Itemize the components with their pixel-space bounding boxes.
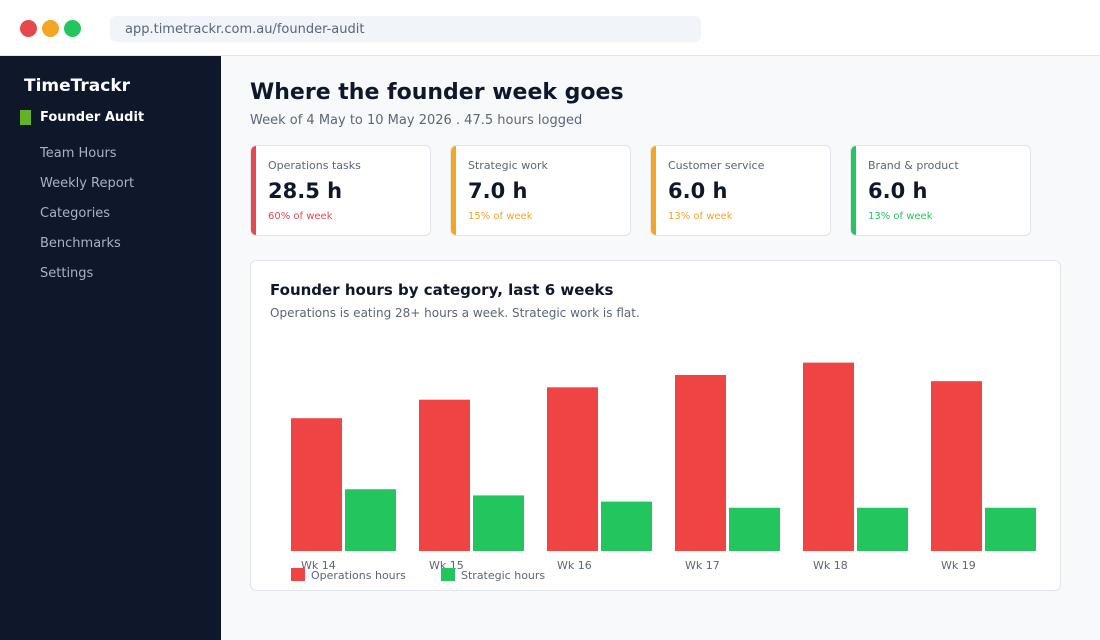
window-close-button[interactable] xyxy=(20,20,37,37)
bar-strategic-wk-19 xyxy=(985,507,1036,551)
stat-card-strategic: Strategic work 7.0 h 15% of week xyxy=(450,145,631,236)
page-title: Where the founder week goes xyxy=(250,80,624,105)
card-label: Brand & product xyxy=(868,159,959,172)
sidebar-item-settings[interactable]: Settings xyxy=(40,266,94,281)
bar-strategic-wk-15 xyxy=(473,495,524,551)
sidebar-item-label: Founder Audit xyxy=(40,110,145,125)
x-tick-label: Wk 18 xyxy=(813,559,848,572)
sidebar-item-team-hours[interactable]: Team Hours xyxy=(40,146,117,161)
card-value: 6.0 h xyxy=(668,179,728,203)
card-note: 13% of week xyxy=(668,211,733,222)
stat-card-brand-product: Brand & product 6.0 h 13% of week xyxy=(850,145,1031,236)
sidebar: TimeTrackr Founder Audit Team Hours Week… xyxy=(0,56,221,640)
x-tick-label: Wk 17 xyxy=(685,559,720,572)
browser-toolbar: app.timetrackr.com.au/founder-audit xyxy=(0,0,1100,56)
sidebar-item-benchmarks[interactable]: Benchmarks xyxy=(40,236,121,251)
chart-subtitle: Operations is eating 28+ hours a week. S… xyxy=(270,306,640,320)
stat-card-customer-service: Customer service 6.0 h 13% of week xyxy=(650,145,831,236)
card-value: 28.5 h xyxy=(268,179,343,203)
x-tick-label: Wk 14 xyxy=(301,559,336,572)
bar-strategic-wk-17 xyxy=(729,507,780,551)
legend-label: Operations hours xyxy=(311,569,406,582)
window-maximize-button[interactable] xyxy=(64,20,81,37)
address-bar[interactable]: app.timetrackr.com.au/founder-audit xyxy=(110,16,701,42)
bar-operations-wk-15 xyxy=(419,399,470,551)
bar-strategic-wk-14 xyxy=(345,489,396,551)
bar-strategic-wk-18 xyxy=(857,507,908,551)
card-accent xyxy=(851,146,856,235)
chart-title: Founder hours by category, last 6 weeks xyxy=(270,281,614,299)
x-tick-label: Wk 19 xyxy=(941,559,976,572)
bar-strategic-wk-16 xyxy=(601,501,652,551)
card-accent xyxy=(251,146,256,235)
card-value: 6.0 h xyxy=(868,179,928,203)
card-note: 15% of week xyxy=(468,211,533,222)
app-logo-text: TimeTrackr xyxy=(24,76,131,96)
stat-card-operations: Operations tasks 28.5 h 60% of week xyxy=(250,145,431,236)
legend-swatch xyxy=(441,568,455,581)
x-tick-label: Wk 15 xyxy=(429,559,464,572)
sidebar-item-categories[interactable]: Categories xyxy=(40,206,111,221)
sidebar-item-weekly-report[interactable]: Weekly Report xyxy=(40,176,135,191)
card-label: Strategic work xyxy=(468,159,548,172)
card-accent xyxy=(651,146,656,235)
bar-operations-wk-14 xyxy=(291,418,342,551)
active-indicator xyxy=(20,110,31,125)
card-accent xyxy=(451,146,456,235)
card-note: 60% of week xyxy=(268,211,333,222)
legend-swatch xyxy=(291,568,305,581)
legend-label: Strategic hours xyxy=(461,569,545,582)
bar-operations-wk-18 xyxy=(803,362,854,551)
card-label: Customer service xyxy=(668,159,765,172)
sidebar-item-founder-audit[interactable]: Founder Audit xyxy=(0,110,221,132)
bar-operations-wk-17 xyxy=(675,374,726,551)
bar-operations-wk-16 xyxy=(547,387,598,551)
x-tick-label: Wk 16 xyxy=(557,559,592,572)
window-minimize-button[interactable] xyxy=(42,20,59,37)
page-subtitle: Week of 4 May to 10 May 2026 . 47.5 hour… xyxy=(250,113,583,128)
bar-chart: Wk 14 Wk 15 Wk 16 Wk 17 Wk 18 Wk 19 Operations… xyxy=(291,362,1036,582)
card-note: 13% of week xyxy=(868,211,933,222)
chart-panel: Founder hours by category, last 6 weeks … xyxy=(250,260,1061,591)
card-value: 7.0 h xyxy=(468,179,528,203)
bar-operations-wk-19 xyxy=(931,381,982,551)
card-label: Operations tasks xyxy=(268,159,361,172)
